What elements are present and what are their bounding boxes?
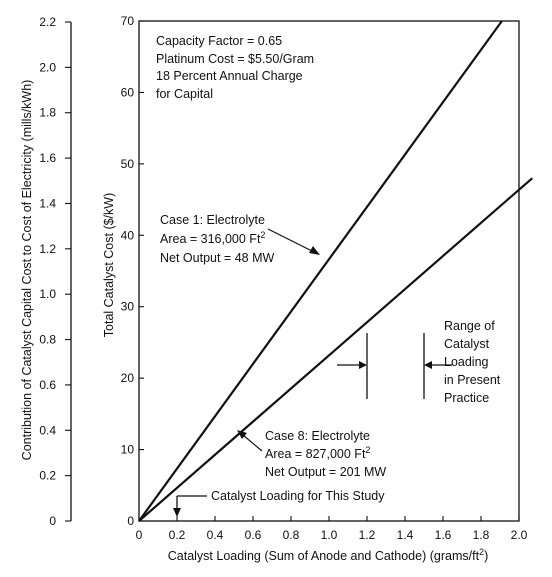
series-line-case8 — [138, 177, 534, 522]
case1-annotation: Case 1: Electrolyte Area = 316,000 Ft2 N… — [160, 213, 320, 265]
case8-arrowhead — [237, 430, 247, 439]
x-tick-label: 0.6 — [245, 528, 262, 542]
left-tick-label: 0 — [49, 514, 56, 528]
x-tick-label: 1.8 — [473, 528, 490, 542]
right-axis-title: Total Catalyst Cost ($/kW) — [102, 193, 116, 337]
y-tick-label: 60 — [121, 85, 135, 99]
left-axis-title: Contribution of Catalyst Capital Cost to… — [20, 80, 34, 461]
case1-area-sup: 2 — [260, 230, 265, 240]
assumption-line: Platinum Cost = $5.50/Gram — [156, 52, 314, 66]
range-label-line: Range of — [444, 319, 495, 333]
left-tick-label: 1.2 — [39, 242, 56, 256]
case1-label-line: Case 1: Electrolyte — [160, 213, 265, 227]
case1-pointer — [267, 228, 315, 253]
left-tick-label: 1.8 — [39, 106, 56, 120]
x-tick-label: 0.4 — [207, 528, 224, 542]
x-tick-label: 1.2 — [359, 528, 376, 542]
case8-area-sup: 2 — [365, 445, 370, 455]
range-low-arrowhead — [359, 361, 367, 369]
study-annotation: Catalyst Loading for This Study — [173, 489, 385, 517]
left-tick-label: 1.6 — [39, 151, 56, 165]
range-high-arrowhead — [424, 361, 432, 369]
left-axis-ticks: 0 0.2 0.4 0.6 0.8 1.0 1.2 1.4 1.6 1.8 2.0 2.2 — [39, 15, 71, 528]
x-tick-label: 0.8 — [283, 528, 300, 542]
series-lines — [138, 20, 534, 522]
case1-area-text: Area = 316,000 Ft — [160, 232, 261, 246]
left-tick-label: 0.6 — [39, 378, 56, 392]
range-label-line: Catalyst — [444, 337, 490, 351]
range-label-line: Loading — [444, 355, 489, 369]
case8-annotation: Case 8: Electrolyte Area = 827,000 Ft2 N… — [237, 429, 386, 479]
left-tick-label: 2.2 — [39, 15, 56, 29]
y-tick-label: 10 — [121, 443, 135, 457]
case8-pointer — [242, 434, 263, 452]
case8-label-line: Net Output = 201 MW — [265, 465, 386, 479]
case1-label-line: Area = 316,000 Ft2 — [160, 230, 265, 246]
x-tick-label: 1.4 — [397, 528, 414, 542]
x-tick-label: 0.2 — [169, 528, 186, 542]
study-label: Catalyst Loading for This Study — [211, 489, 385, 503]
left-tick-label: 0.4 — [39, 423, 56, 437]
left-tick-label: 0.2 — [39, 469, 56, 483]
x-tick-label: 0 — [136, 528, 143, 542]
y-tick-label: 70 — [121, 14, 135, 28]
right-axis-ticks: 0 10 20 30 40 50 60 70 — [121, 14, 144, 528]
y-tick-label: 0 — [127, 514, 134, 528]
assumption-line: Capacity Factor = 0.65 — [156, 34, 282, 48]
left-tick-label: 1.4 — [39, 196, 56, 210]
y-tick-label: 50 — [121, 157, 135, 171]
left-tick-label: 0.8 — [39, 333, 56, 347]
range-annotation: Range of Catalyst Loading in Present Pra… — [337, 319, 501, 405]
y-tick-label: 40 — [121, 228, 135, 242]
x-axis-ticks: 0 0.2 0.4 0.6 0.8 1.0 1.2 1.4 1.6 1.8 2.0 — [136, 516, 528, 542]
case8-area-text: Area = 827,000 Ft — [265, 447, 366, 461]
range-label-line: in Present — [444, 373, 501, 387]
series-line-case1 — [138, 20, 503, 522]
assumption-line: for Capital — [156, 87, 213, 101]
range-label-line: Practice — [444, 391, 489, 405]
left-tick-label: 1.0 — [39, 287, 56, 301]
x-tick-label: 1.6 — [435, 528, 452, 542]
x-axis-title-main: Catalyst Loading (Sum of Anode and Catho… — [168, 549, 480, 563]
study-arrowhead — [173, 508, 181, 517]
case8-label-line: Case 8: Electrolyte — [265, 429, 370, 443]
x-axis-title: Catalyst Loading (Sum of Anode and Catho… — [168, 547, 488, 563]
left-tick-label: 2.0 — [39, 60, 56, 74]
assumptions-block: Capacity Factor = 0.65 Platinum Cost = $… — [156, 34, 314, 101]
case8-label-line: Area = 827,000 Ft2 — [265, 445, 370, 461]
x-axis-title-sup: 2 — [479, 547, 484, 557]
x-tick-label: 1.0 — [321, 528, 338, 542]
case1-label-line: Net Output = 48 MW — [160, 251, 274, 265]
y-tick-label: 30 — [121, 300, 135, 314]
y-tick-label: 20 — [121, 371, 135, 385]
x-axis-title-tail: ) — [484, 549, 488, 563]
assumption-line: 18 Percent Annual Charge — [156, 69, 303, 83]
x-tick-label: 2.0 — [511, 528, 528, 542]
case1-arrowhead — [309, 246, 320, 255]
